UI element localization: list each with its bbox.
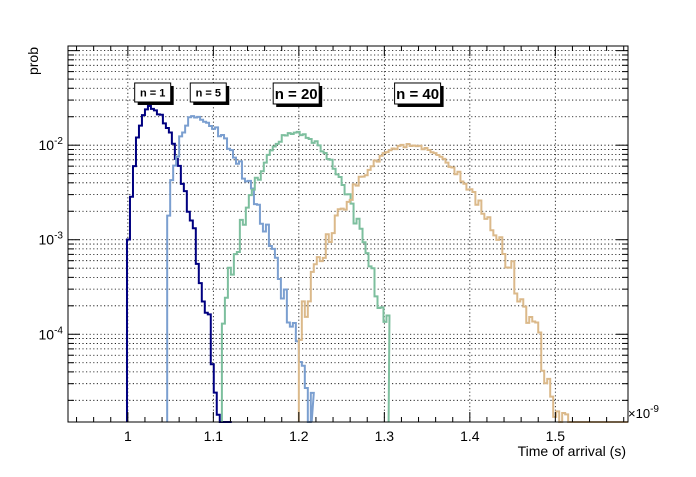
series-line-3 <box>220 130 391 423</box>
annotation-label: n = 20 <box>275 86 318 103</box>
y-axis-label: prob <box>25 47 41 75</box>
series-group <box>125 105 628 423</box>
plot-area-border <box>67 45 629 423</box>
annotation-box <box>394 82 442 105</box>
x-axis-multiplier: ×10-9 <box>628 404 659 421</box>
annotation-box <box>272 82 320 105</box>
plot-frame <box>67 45 629 423</box>
y-tick-label: 10-3 <box>39 231 64 248</box>
x-multiplier-exponent: -9 <box>650 404 659 415</box>
x-tick-label: 1.1 <box>204 428 224 444</box>
x-multiplier-base: ×10 <box>628 406 650 421</box>
axis-ticks <box>68 46 628 422</box>
x-tick-label: 1.3 <box>375 428 395 444</box>
x-tick-label: 1.2 <box>289 428 309 444</box>
y-tick-label: 10-4 <box>39 325 64 342</box>
x-tick-label: 1.5 <box>546 428 566 444</box>
annotation-label: n = 5 <box>196 87 221 99</box>
x-tick-label: 1 <box>124 428 132 444</box>
x-axis-label: Time of arrival (s) <box>518 443 626 459</box>
annotation-label: n = 40 <box>396 86 439 103</box>
series-line-1 <box>125 105 232 423</box>
annotations: n = 1 n = 5 n = 20 n = 40 <box>134 82 444 107</box>
series-line-4 <box>297 142 628 423</box>
x-tick-label: 1.4 <box>460 428 480 444</box>
annotation-box <box>189 82 227 103</box>
annotation-box <box>134 82 172 103</box>
y-tick-label: 10-2 <box>39 136 64 153</box>
series-line-2 <box>166 115 315 423</box>
annotation-label: n = 1 <box>140 87 165 99</box>
tick-labels: 1 1.1 1.2 1.3 1.4 1.5 10-4 10-3 10-2 <box>39 136 566 444</box>
